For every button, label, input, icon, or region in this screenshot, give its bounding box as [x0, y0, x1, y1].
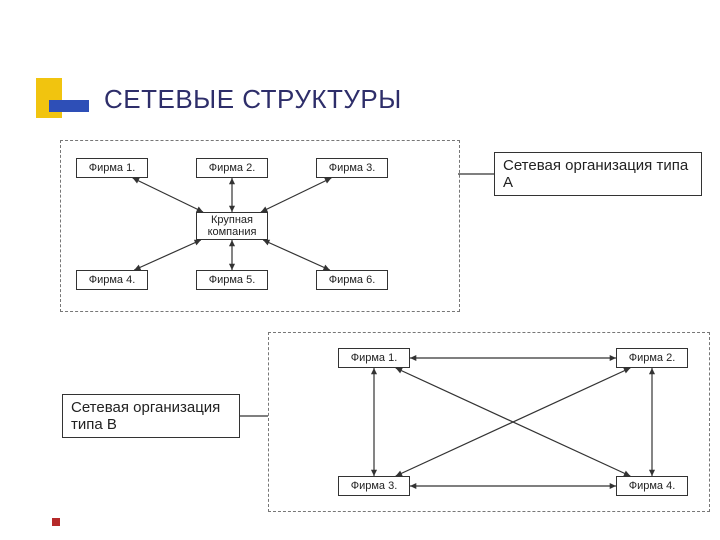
slide-title: СЕТЕВЫЕ СТРУКТУРЫ: [104, 84, 402, 115]
title-accent-yellow: [36, 78, 62, 118]
node-b-firm-1: Фирма 1.: [338, 348, 410, 368]
node-a-firm-2: Фирма 2.: [196, 158, 268, 178]
caption-type-a: Сетевая организация типа А: [494, 152, 702, 196]
caption-type-b: Сетевая организация типа В: [62, 394, 240, 438]
node-a-firm-6: Фирма 6.: [316, 270, 388, 290]
node-a-firm-4: Фирма 4.: [76, 270, 148, 290]
node-b-firm-3: Фирма 3.: [338, 476, 410, 496]
node-b-firm-4: Фирма 4.: [616, 476, 688, 496]
node-b-firm-2: Фирма 2.: [616, 348, 688, 368]
node-a-firm-3: Фирма 3.: [316, 158, 388, 178]
node-a-hub: Крупная компания: [196, 212, 268, 240]
title-accent-blue: [49, 100, 89, 112]
node-a-firm-5: Фирма 5.: [196, 270, 268, 290]
node-a-firm-1: Фирма 1.: [76, 158, 148, 178]
slide-root: СЕТЕВЫЕ СТРУКТУРЫ Фирма 1. Фирма 2. Фирм…: [0, 0, 720, 540]
corner-mark-icon: [52, 518, 60, 526]
